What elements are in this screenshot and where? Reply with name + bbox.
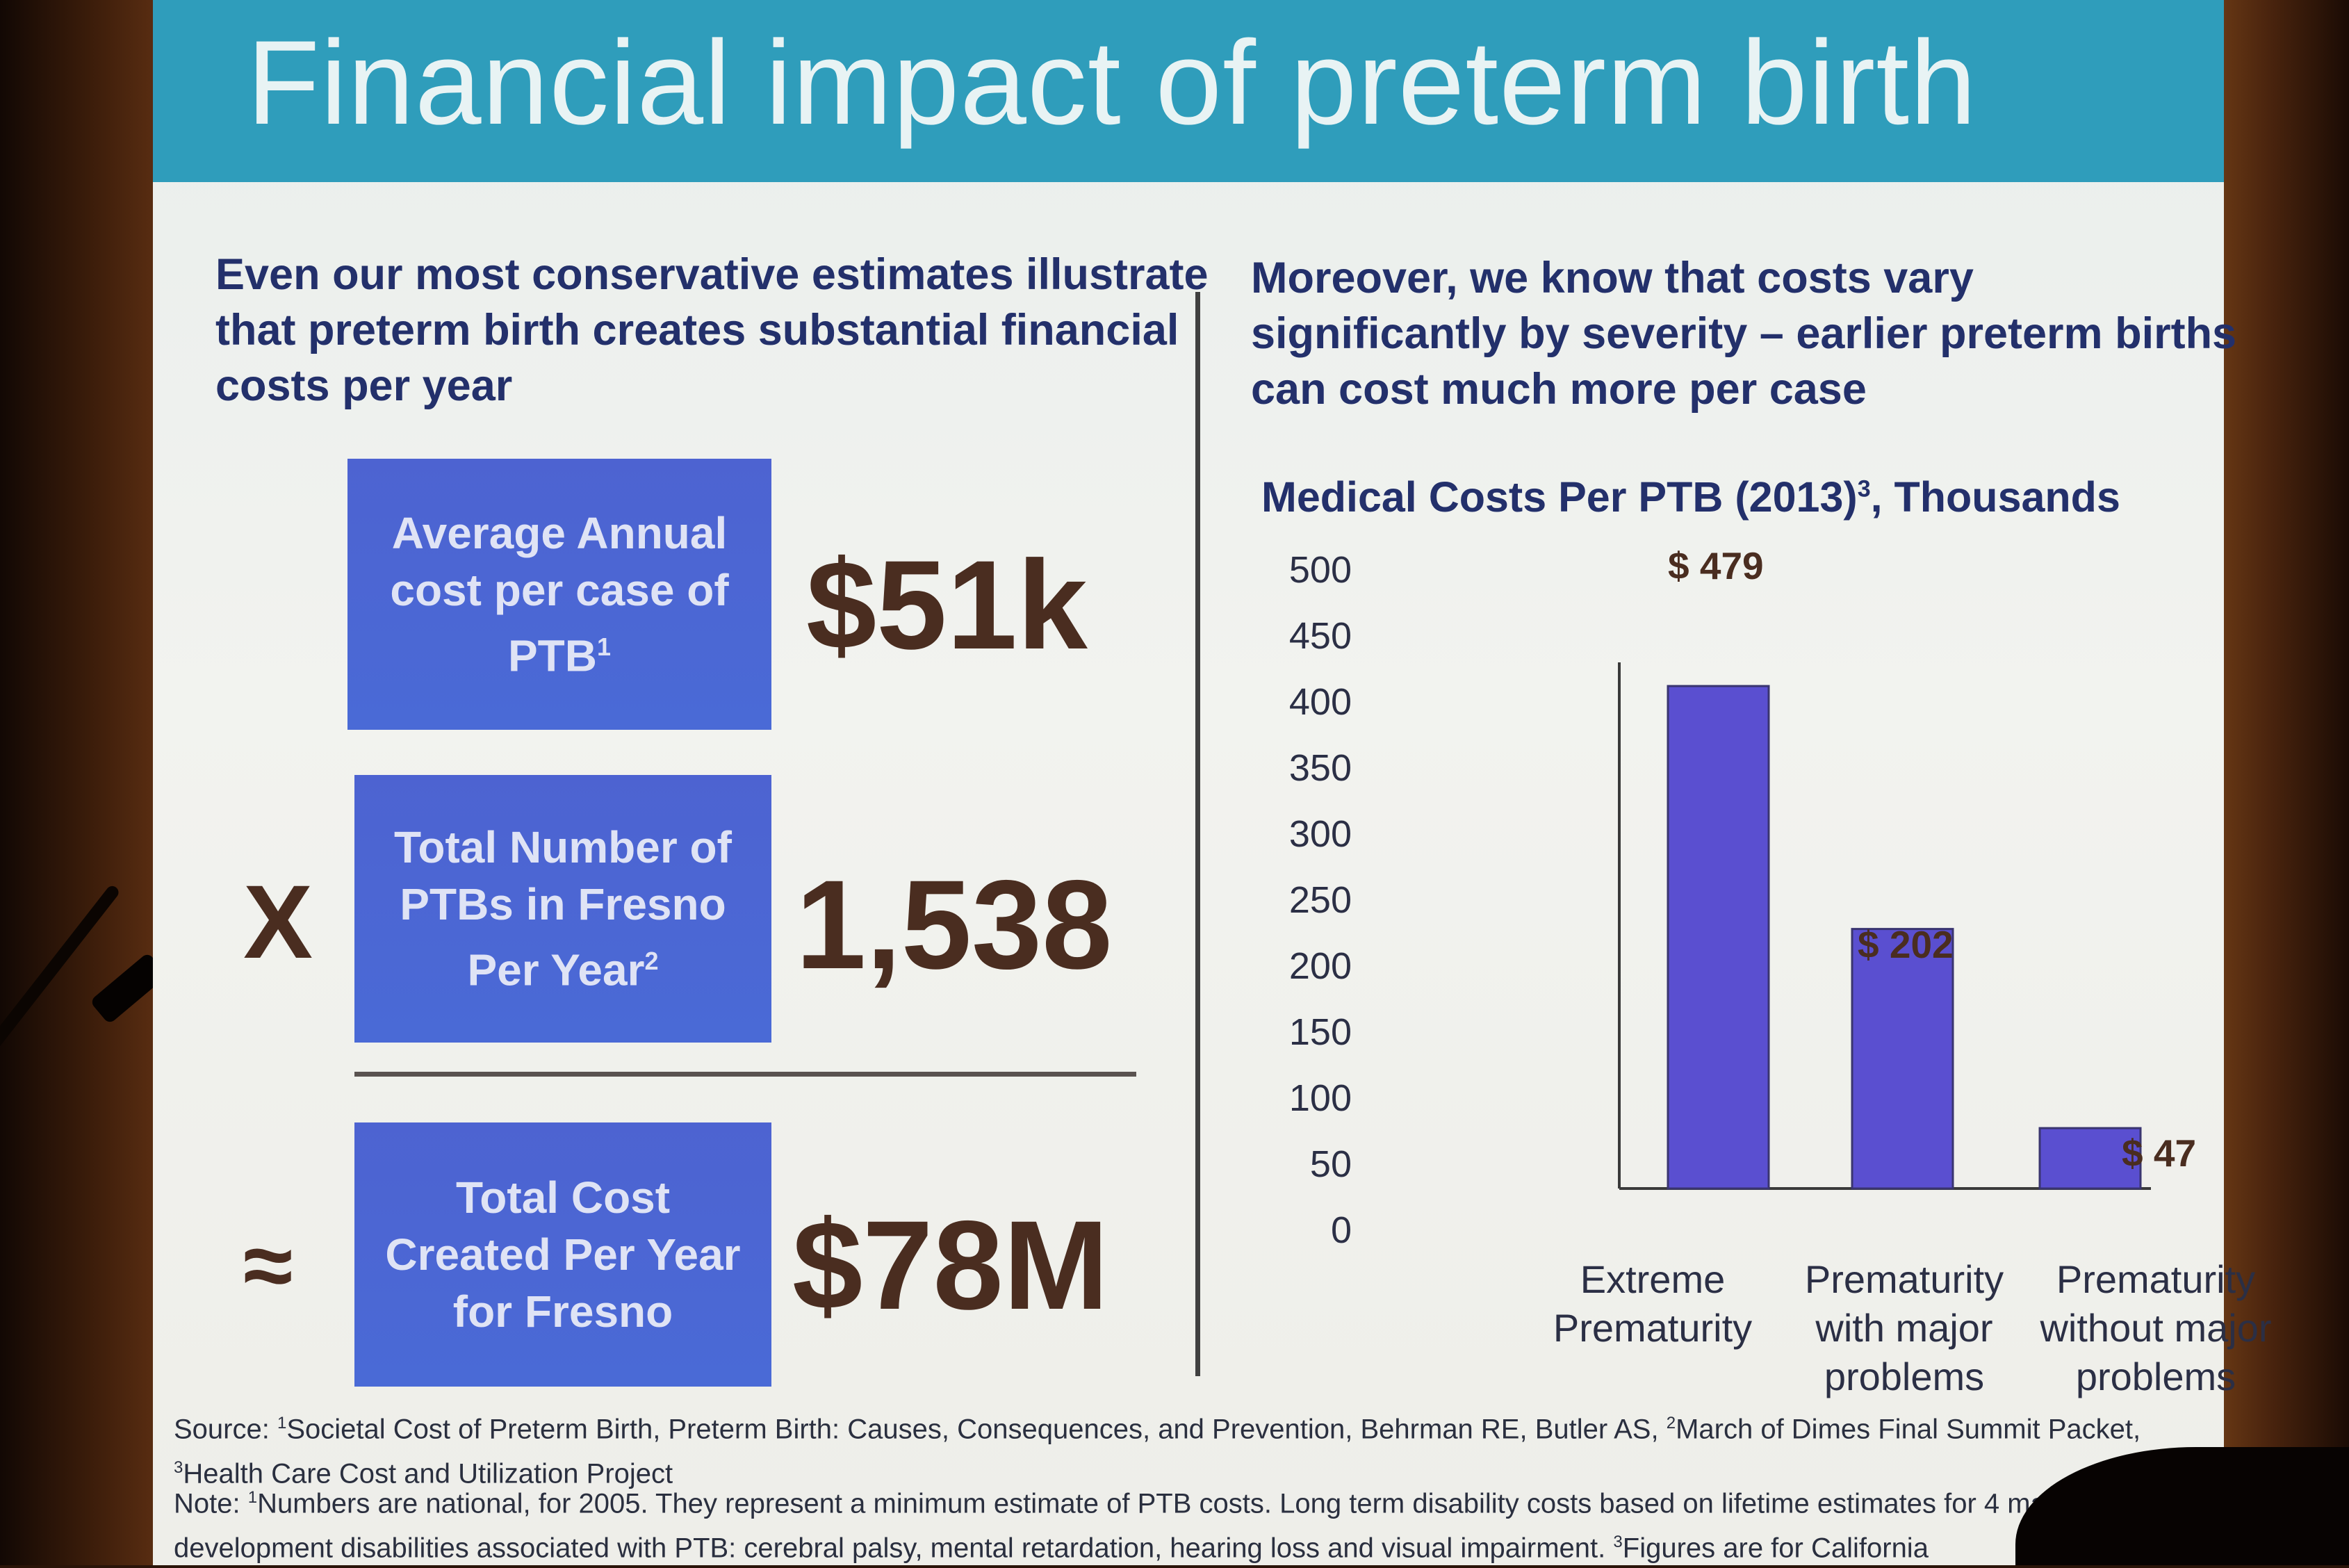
- category-label: without major: [2039, 1306, 2271, 1350]
- left-heading: Even our most conservative estimates ill…: [215, 250, 1209, 410]
- category-label: with major: [1815, 1306, 1992, 1350]
- box1-footnote-marker: 1: [596, 632, 612, 661]
- category-label: Prematurity: [1553, 1306, 1752, 1350]
- box1-line1: Average Annual: [391, 507, 728, 558]
- note-1-marker: 1: [247, 1488, 258, 1507]
- bar-2: [1851, 928, 1954, 1190]
- right-heading: Moreover, we know that costs vary signif…: [1251, 254, 2237, 414]
- bar-1: [1667, 685, 1770, 1190]
- category-label: problems: [1824, 1355, 1984, 1398]
- box1-line3: PTB1: [347, 619, 771, 684]
- total-ptbs-box: Total Number of PTBs in Fresno Per Year2: [354, 775, 771, 1043]
- y-tick-label: 250: [1289, 879, 1352, 921]
- multiply-operator: X: [243, 863, 313, 980]
- approx-operator: ≈: [243, 1214, 293, 1316]
- y-tick-label: 100: [1289, 1077, 1352, 1119]
- box2-line1: Total Number of: [394, 822, 732, 873]
- data-label-3: $ 47: [2122, 1132, 2196, 1175]
- total-cost-box: Total Cost Created Per Year for Fresno: [354, 1122, 771, 1387]
- category-label: problems: [2076, 1355, 2236, 1398]
- note-3-marker: 3: [1613, 1533, 1623, 1552]
- box2-footnote-marker: 2: [644, 947, 659, 976]
- source-1-marker: 1: [277, 1414, 287, 1432]
- source-2-marker: 2: [1666, 1414, 1676, 1432]
- data-label-2: $ 202: [1858, 923, 1954, 966]
- category-label: Extreme: [1580, 1257, 1726, 1301]
- box1-line2: cost per case of: [390, 564, 729, 615]
- y-tick-label: 200: [1289, 945, 1352, 987]
- box3-line1: Total Cost: [455, 1173, 671, 1223]
- note-footnote: Note: 1Numbers are national, for 2005. T…: [174, 1478, 2217, 1568]
- bar-3: [2038, 1127, 2142, 1190]
- source-3-marker: 3: [174, 1458, 183, 1478]
- source-footnote: Source: 1Societal Cost of Preterm Birth,…: [174, 1404, 2217, 1494]
- presentation-slide: Financial impact of preterm birth Even o…: [153, 0, 2272, 1568]
- source-1: Societal Cost of Preterm Birth, Preterm …: [286, 1414, 1659, 1445]
- total-ptbs-value: 1,538: [796, 854, 1113, 995]
- y-tick-label: 300: [1289, 813, 1352, 855]
- note-1-continued: development disabilities associated with…: [174, 1533, 1606, 1564]
- room-background-left: [0, 0, 160, 1565]
- note-3: Figures are for California: [1622, 1533, 1929, 1564]
- average-cost-box: Average Annual cost per case of PTB1: [347, 459, 771, 730]
- note-1: Numbers are national, for 2005. They rep…: [257, 1488, 2068, 1519]
- category-label: Prematurity: [2056, 1257, 2255, 1301]
- y-tick-label: 150: [1289, 1011, 1352, 1053]
- note-label: Note:: [174, 1488, 240, 1519]
- box3-line3: for Fresno: [452, 1287, 673, 1337]
- column-divider: [1195, 292, 1200, 1376]
- chart-title-text: Medical Costs Per PTB (2013): [1261, 473, 1858, 521]
- data-label-1: $ 479: [1668, 544, 1764, 587]
- source-label: Source:: [174, 1414, 270, 1445]
- y-tick-label: 400: [1289, 681, 1352, 723]
- box2-line3-text: Per Year: [467, 945, 645, 995]
- box2-line2: PTBs in Fresno: [400, 879, 726, 930]
- source-3: Health Care Cost and Utilization Project: [183, 1458, 673, 1489]
- y-tick-label: 50: [1310, 1143, 1352, 1185]
- y-tick-label: 450: [1289, 615, 1352, 657]
- y-tick-label: 350: [1289, 747, 1352, 789]
- category-label: Prematurity: [1805, 1257, 2004, 1301]
- box1-line3-text: PTB: [507, 630, 597, 681]
- title-bar: Financial impact of preterm birth: [153, 0, 2224, 182]
- chart-title: Medical Costs Per PTB (2013)3, Thousands: [1261, 473, 2120, 521]
- box2-line3: Per Year2: [354, 933, 771, 998]
- chart-title-suffix: , Thousands: [1870, 473, 2120, 521]
- sum-line: [354, 1072, 1136, 1077]
- box3-line2: Created Per Year: [385, 1230, 741, 1280]
- y-tick-label: 500: [1289, 549, 1352, 591]
- chart-title-footnote-marker: 3: [1857, 475, 1871, 503]
- slide-title: Financial impact of preterm birth: [247, 16, 1977, 149]
- source-2: March of Dimes Final Summit Packet,: [1676, 1414, 2141, 1445]
- total-cost-value: $78M: [792, 1194, 1109, 1336]
- average-cost-value: $51k: [806, 534, 1088, 676]
- y-tick-label: 0: [1331, 1209, 1352, 1251]
